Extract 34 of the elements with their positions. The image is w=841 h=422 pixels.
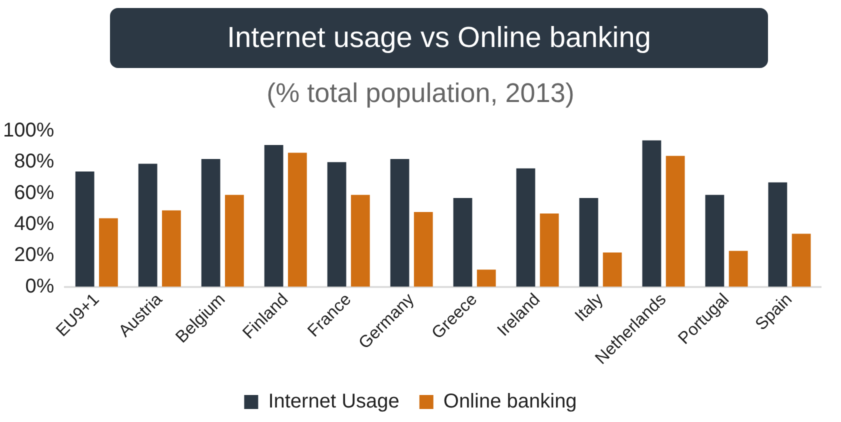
legend-label: Online banking (443, 390, 577, 413)
bar (138, 164, 158, 287)
bar (414, 212, 433, 287)
bar (476, 270, 496, 287)
bar (350, 194, 370, 287)
bar (728, 250, 748, 287)
bar (602, 252, 622, 287)
bar (288, 152, 307, 287)
bar (264, 145, 284, 287)
bar (201, 159, 220, 287)
bar (579, 198, 598, 287)
chart-title: Internet usage vs Online banking (110, 8, 768, 68)
y-tick-label: 40% (14, 212, 54, 235)
bar (327, 162, 346, 287)
legend-label: Internet Usage (268, 390, 400, 413)
y-tick-label: 80% (14, 150, 54, 173)
bar (162, 210, 181, 287)
bar (705, 194, 724, 287)
bar (99, 218, 118, 287)
y-tick-label: 0% (25, 275, 54, 298)
bar (516, 168, 536, 287)
y-tick-label: 20% (14, 244, 54, 266)
bar (75, 171, 94, 287)
bar (768, 182, 788, 287)
bar (224, 194, 244, 287)
bar (666, 156, 685, 287)
y-tick-label: 60% (14, 182, 54, 204)
bar (642, 140, 662, 287)
bar (390, 159, 410, 287)
y-tick-label: 100% (2, 120, 54, 142)
bar (792, 234, 811, 287)
bar (453, 198, 472, 287)
bar (540, 214, 559, 287)
chart-subtitle: (% total population, 2013) (266, 78, 576, 109)
